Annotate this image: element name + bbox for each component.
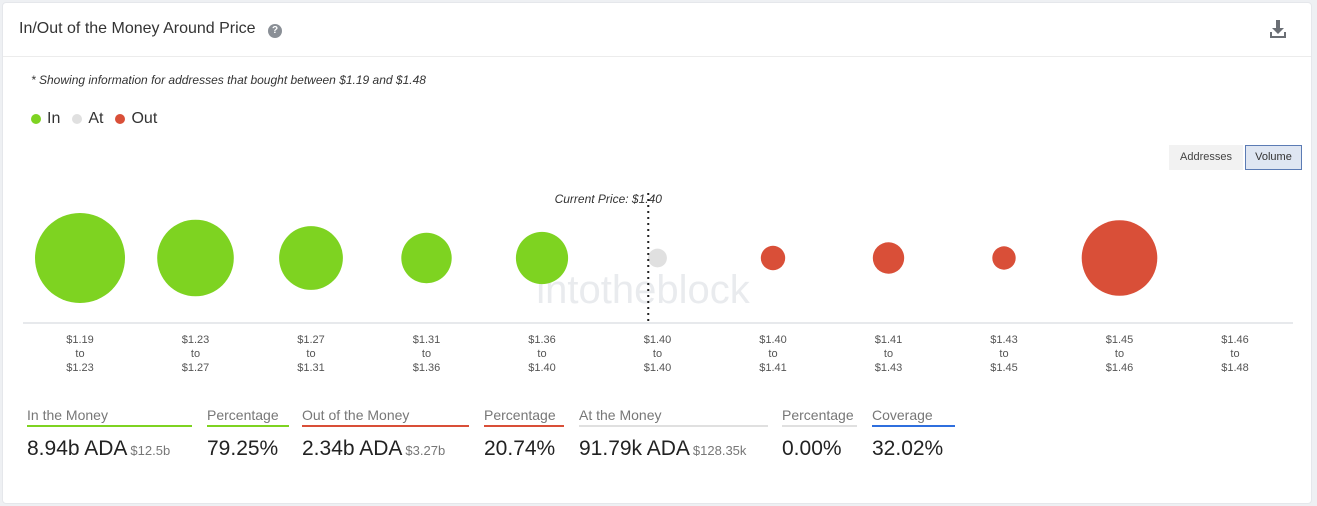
download-icon[interactable] — [1269, 19, 1287, 39]
tick-label-6-0: $1.40 — [759, 334, 787, 346]
bubble-2 — [279, 226, 343, 290]
bubble-6 — [760, 245, 786, 271]
tick-label-5-0: $1.40 — [644, 334, 672, 346]
legend-label-at: At — [88, 110, 104, 127]
stat-sub-in-the-money: $12.5b — [130, 443, 171, 458]
stat-label-out-of-the-money: Out of the Money — [302, 407, 410, 423]
tick-label-10-1: to — [1230, 348, 1239, 360]
range-note: * Showing information for addresses that… — [31, 73, 426, 87]
legend-label-out: Out — [131, 110, 158, 127]
tick-label-2-0: $1.27 — [297, 334, 325, 346]
tick-label-3-2: $1.36 — [413, 362, 441, 374]
stat-value-in-percentage: 79.25% — [207, 437, 279, 460]
legend-label-in: In — [47, 110, 61, 127]
legend-dot-in — [31, 114, 41, 124]
tick-label-10-2: $1.48 — [1221, 362, 1249, 374]
bubble-0 — [35, 213, 125, 303]
tick-label-3-0: $1.31 — [413, 334, 441, 346]
stat-out-of-the-money: Out of the Money 2.34b ADA $3.27b — [302, 403, 469, 461]
card-title: In/Out of the Money Around Price — [19, 20, 256, 37]
bubble-5 — [648, 248, 667, 268]
tick-label-4-1: to — [537, 348, 546, 360]
current-price-label: Current Price: $1.40 — [555, 192, 663, 206]
tick-label-7-2: $1.43 — [875, 362, 903, 374]
tick-label-0-0: $1.19 — [66, 334, 94, 346]
tick-label-8-0: $1.43 — [990, 334, 1018, 346]
tick-label-8-1: to — [999, 348, 1008, 360]
legend-dot-at — [72, 114, 83, 124]
stat-bar-at-the-money — [579, 425, 768, 427]
tick-label-2-1: to — [306, 348, 315, 360]
tick-label-8-2: $1.45 — [990, 362, 1018, 374]
tick-label-4-0: $1.36 — [528, 334, 556, 346]
bubble-chart: intotheblock $1.19 to $1.23 $1.23 to $1.27 $1.2… — [23, 192, 1293, 374]
legend-item-out[interactable]: Out — [115, 110, 157, 128]
stat-value-in-the-money: 8.94b ADA $12.5b — [27, 437, 171, 460]
tick-label-1-1: to — [191, 348, 200, 360]
tick-label-1-2: $1.27 — [182, 362, 210, 374]
bubble-4 — [515, 231, 569, 285]
toggle-volume-button[interactable]: Volume — [1245, 145, 1302, 170]
stat-value-out-of-the-money: 2.34b ADA $3.27b — [302, 437, 446, 460]
tick-label-0-2: $1.23 — [66, 362, 94, 374]
watermark-text: intotheblock — [536, 268, 750, 312]
stat-bar-coverage — [872, 425, 955, 427]
stat-label-out-percentage: Percentage — [484, 407, 556, 423]
tick-label-2-2: $1.31 — [297, 362, 325, 374]
tick-label-3-1: to — [422, 348, 431, 360]
tick-label-6-1: to — [768, 348, 777, 360]
bubble-9 — [1081, 220, 1158, 296]
stat-coverage: Coverage 32.02% — [872, 403, 955, 461]
tick-label-7-0: $1.41 — [875, 334, 903, 346]
bubble-8 — [992, 246, 1016, 270]
tick-label-9-2: $1.46 — [1106, 362, 1134, 374]
tick-label-9-1: to — [1115, 348, 1124, 360]
tick-label-1-0: $1.23 — [182, 334, 210, 346]
stat-bar-out-of-the-money — [302, 425, 469, 427]
toggle-addresses-button[interactable]: Addresses — [1169, 145, 1243, 170]
stat-value-coverage: 32.02% — [872, 437, 944, 460]
stat-label-at-the-money: At the Money — [579, 407, 662, 423]
tick-label-5-2: $1.40 — [644, 362, 672, 374]
stat-bar-in-percentage — [207, 425, 289, 427]
question-circle-icon[interactable]: ? — [268, 24, 282, 38]
stat-label-at-percentage: Percentage — [782, 407, 854, 423]
stat-at-the-money: At the Money 91.79k ADA $128.35k — [579, 403, 768, 461]
stat-out-percentage: Percentage 20.74% — [484, 403, 564, 461]
tick-label-10-0: $1.46 — [1221, 334, 1249, 346]
legend-item-in[interactable]: In — [31, 110, 60, 128]
stat-in-percentage: Percentage 79.25% — [207, 403, 289, 461]
stat-label-in-percentage: Percentage — [207, 407, 279, 423]
stat-value-at-percentage: 0.00% — [782, 437, 842, 460]
stat-bar-out-percentage — [484, 425, 564, 427]
tick-label-6-2: $1.41 — [759, 362, 787, 374]
tick-label-0-1: to — [75, 348, 84, 360]
card-header: In/Out of the Money Around Price ? — [3, 3, 1311, 57]
stat-sub-at-the-money: $128.35k — [692, 443, 747, 458]
chart-legend: In At Out — [31, 110, 169, 128]
legend-item-at[interactable]: At — [72, 110, 103, 128]
summary-stats: In the Money 8.94b ADA $12.5b Percentage 79.… — [3, 403, 1311, 483]
tick-label-7-1: to — [884, 348, 893, 360]
stat-sub-out-of-the-money: $3.27b — [405, 443, 446, 458]
stat-bar-at-percentage — [782, 425, 857, 427]
stat-at-percentage: Percentage 0.00% — [782, 403, 857, 461]
legend-dot-out — [115, 114, 126, 124]
stat-value-out-percentage: 20.74% — [484, 437, 556, 460]
stat-bar-in-the-money — [27, 425, 192, 427]
bubble-3 — [401, 232, 452, 284]
bubble-7 — [872, 242, 905, 274]
stat-label-coverage: Coverage — [872, 407, 933, 423]
stat-label-in-the-money: In the Money — [27, 407, 108, 423]
tick-label-5-1: to — [653, 348, 662, 360]
stat-in-the-money: In the Money 8.94b ADA $12.5b — [27, 403, 192, 461]
tick-label-4-2: $1.40 — [528, 362, 556, 374]
bubble-1 — [157, 219, 234, 297]
tick-label-9-0: $1.45 — [1106, 334, 1134, 346]
stat-value-at-the-money: 91.79k ADA $128.35k — [579, 437, 747, 460]
